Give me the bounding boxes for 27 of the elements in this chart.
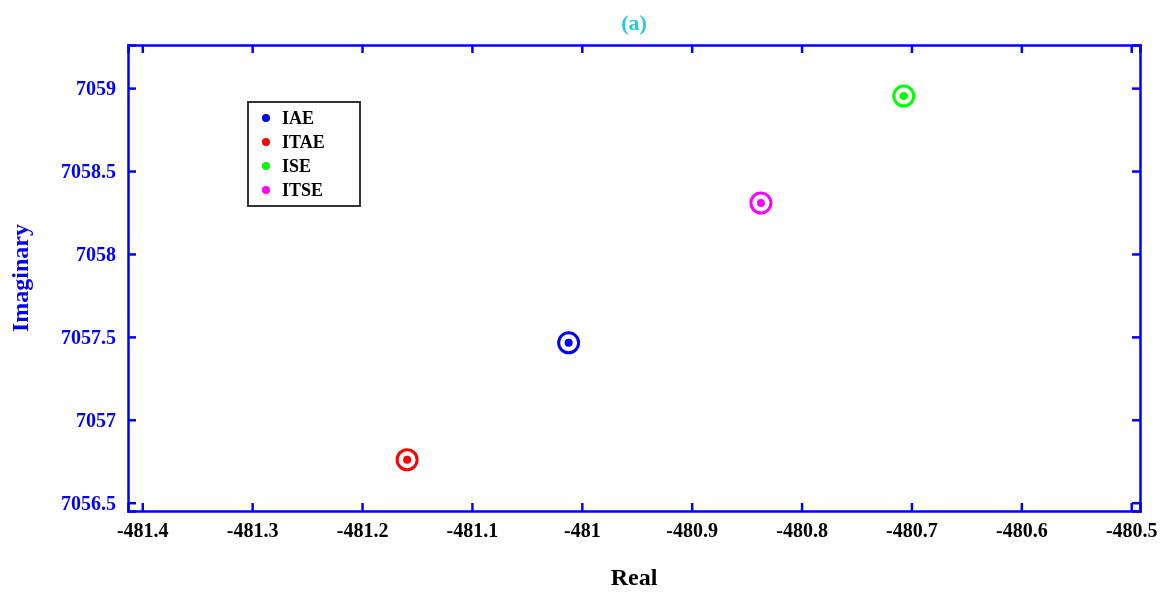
point (749, 191, 773, 215)
x-tick-label: -480.9 (666, 519, 719, 542)
x-tick-label: -481.1 (446, 519, 499, 542)
y-tick-label: 7056.5 (61, 491, 116, 514)
legend-label: IAE (282, 108, 315, 128)
x-tick-label: -481.4 (116, 519, 169, 542)
point (892, 84, 916, 108)
x-tick-label: -480.6 (995, 519, 1048, 542)
y-tick-label: 7058 (76, 242, 116, 265)
chart-title: (a) (621, 10, 647, 35)
x-tick-label: -480.8 (776, 519, 828, 542)
x-tick-label: -481.3 (226, 519, 279, 542)
point (395, 448, 419, 472)
y-tick-label: 7058.5 (61, 159, 116, 182)
y-tick-label: 7057.5 (61, 325, 116, 348)
x-tick-label: -480.5 (1105, 519, 1158, 542)
y-tick-label: 7057 (76, 408, 116, 431)
legend-label: ITSE (282, 180, 324, 200)
x-axis-title: Real (610, 564, 658, 590)
legend-label: ITAE (282, 132, 325, 152)
x-tick-label: -480.7 (886, 519, 938, 542)
y-tick-label: 7059 (76, 77, 116, 100)
legend-label: ISE (282, 156, 312, 176)
point (557, 331, 581, 355)
x-tick-label: -481 (563, 519, 601, 542)
y-axis-title: Imaginary (7, 224, 33, 332)
x-tick-label: -481.2 (336, 519, 389, 542)
